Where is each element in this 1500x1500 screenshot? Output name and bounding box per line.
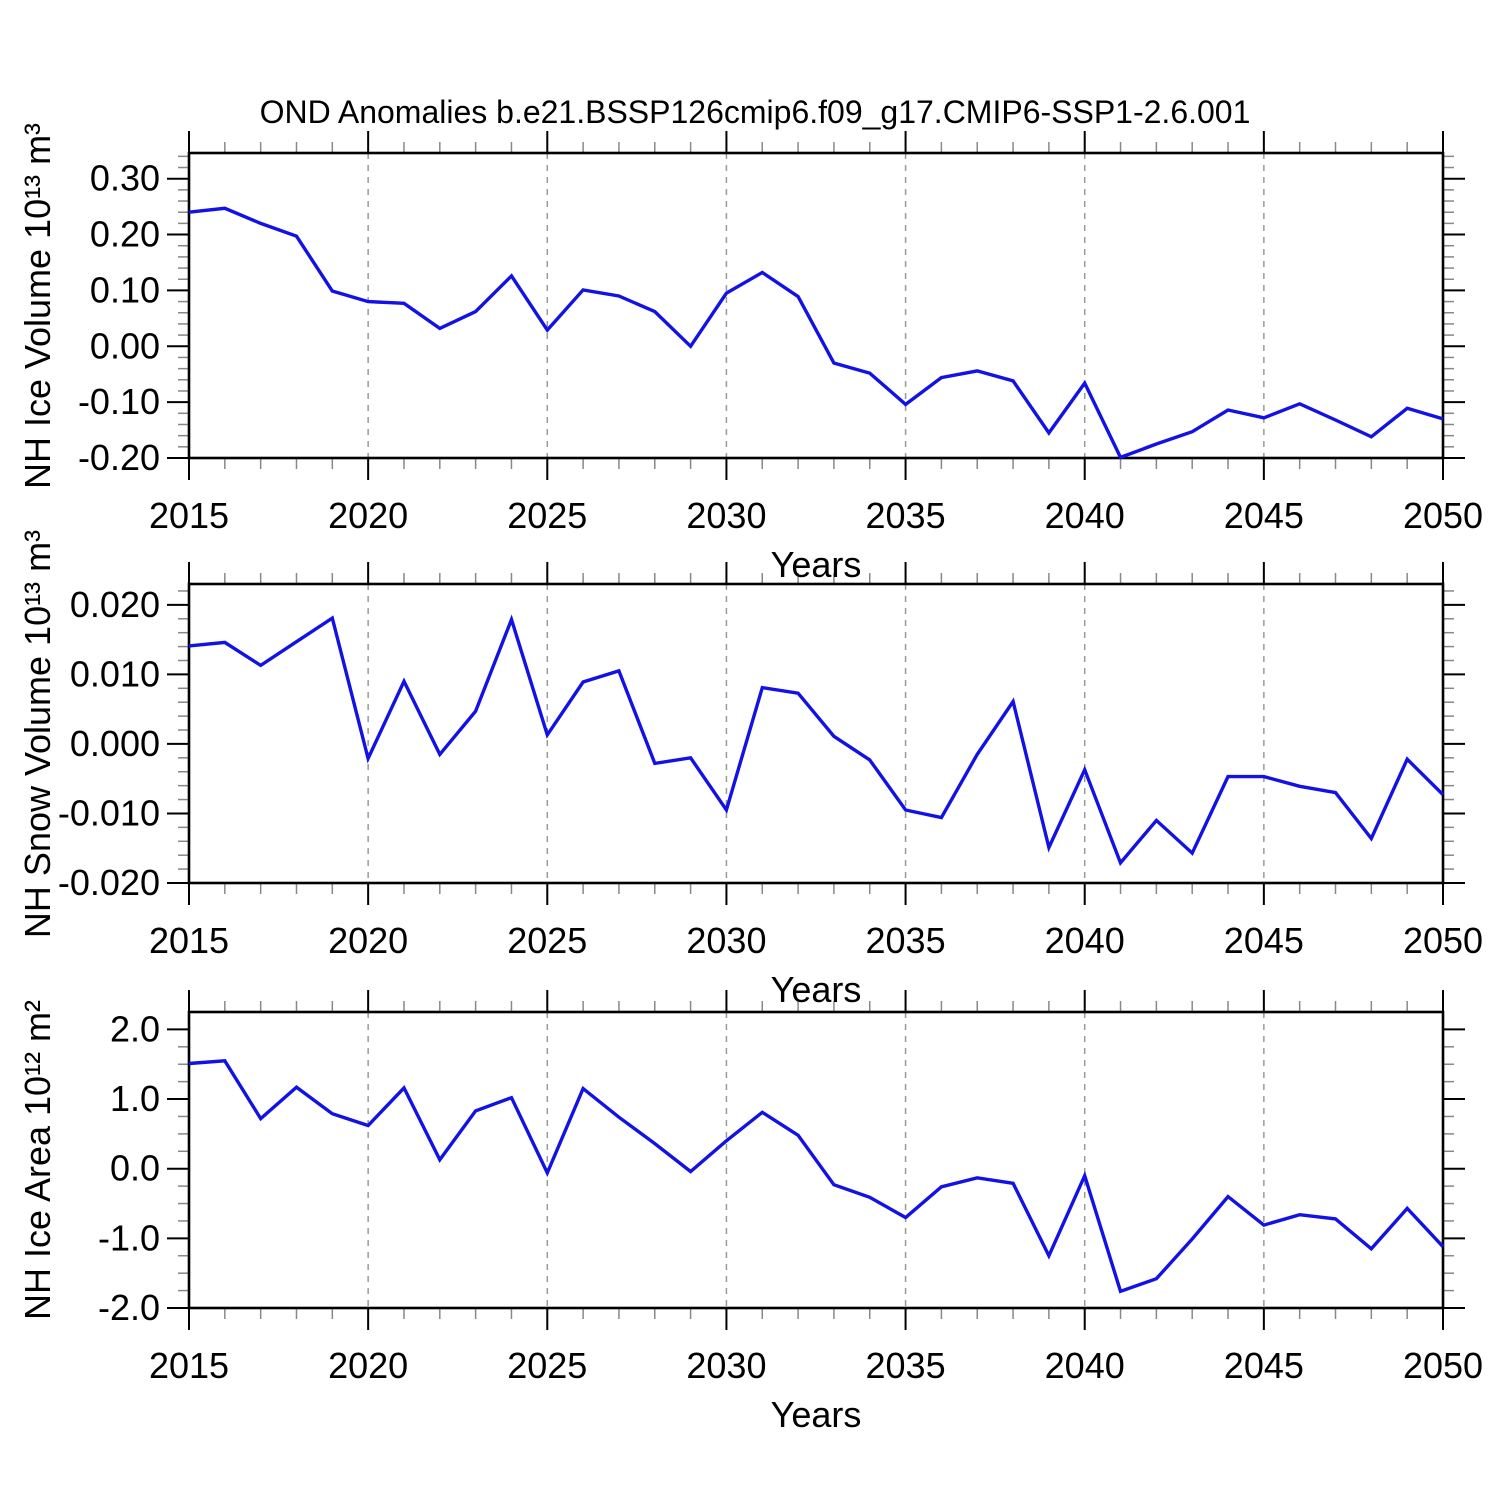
y-tick-label: 0.30 xyxy=(90,158,160,199)
panel-3-series-line xyxy=(188,1059,1445,1294)
x-tick-label: 2045 xyxy=(1224,495,1304,536)
y-tick-label: 0.020 xyxy=(70,584,160,625)
panel-frame xyxy=(187,1010,1445,1310)
x-tick-label: 2040 xyxy=(1045,920,1125,961)
panel-2: 0.020 0.010 0.000 -0.010 -0.020 2015 2020 2025 2… xyxy=(58,562,1483,961)
x-tick-label: 2020 xyxy=(328,495,408,536)
y-tick-label: 0.010 xyxy=(70,653,160,694)
x-tick-label: 2015 xyxy=(149,495,229,536)
x-tick-label: 2045 xyxy=(1224,920,1304,961)
x-tick-label: 2035 xyxy=(866,495,946,536)
x-tick-label: 2030 xyxy=(686,1345,766,1386)
y-tick-label: 0.0 xyxy=(110,1148,160,1189)
panel-1-y-axis-title: NH Ice Volume 10¹³ m³ xyxy=(17,122,58,490)
panel-2-series-line xyxy=(188,614,1445,867)
y-tick-label: -0.020 xyxy=(58,862,160,903)
y-tick-label: -0.010 xyxy=(58,792,160,833)
x-tick-label: 2050 xyxy=(1403,495,1483,536)
y-tick-label: 0.10 xyxy=(90,269,160,310)
x-tick-label: 2025 xyxy=(507,495,587,536)
x-tick-label: 2025 xyxy=(507,920,587,961)
x-tick-label: 2045 xyxy=(1224,1345,1304,1386)
panel-3-x-axis-title: Years xyxy=(770,1394,862,1435)
panel-3-y-axis-title: NH Ice Area 10¹² m² xyxy=(17,999,58,1321)
panel-2-x-axis-title: Years xyxy=(770,969,862,1010)
x-tick-label: 2040 xyxy=(1045,495,1125,536)
panel-frame xyxy=(187,151,1445,460)
x-tick-label: 2025 xyxy=(507,1345,587,1386)
y-tick-label: 1.0 xyxy=(110,1078,160,1119)
x-tick-label: 2035 xyxy=(866,1345,946,1386)
x-tick-label: 2035 xyxy=(866,920,946,961)
panel-1-x-axis-title: Years xyxy=(770,544,862,585)
y-tick-label: -0.20 xyxy=(78,437,160,478)
y-tick-label: -1.0 xyxy=(98,1217,160,1258)
x-tick-label: 2020 xyxy=(328,920,408,961)
x-tick-label: 2030 xyxy=(686,495,766,536)
y-tick-label: -2.0 xyxy=(98,1287,160,1328)
x-tick-label: 2015 xyxy=(149,1345,229,1386)
y-tick-label: 0.000 xyxy=(70,723,160,764)
y-tick-label: 0.20 xyxy=(90,214,160,255)
panel-frame xyxy=(187,582,1445,885)
panel-2-y-axis-title: NH Snow Volume 10¹³ m³ xyxy=(17,529,58,939)
x-tick-label: 2050 xyxy=(1403,1345,1483,1386)
y-tick-label: -0.10 xyxy=(78,381,160,422)
panel-1: 0.30 0.20 0.10 0.00 -0.10 -0.20 2015 2020 2025 20… xyxy=(78,131,1483,536)
x-tick-label: 2020 xyxy=(328,1345,408,1386)
x-tick-label: 2040 xyxy=(1045,1345,1125,1386)
figure-title: OND Anomalies b.e21.BSSP126cmip6.f09_g17… xyxy=(259,94,1251,130)
y-tick-label: 2.0 xyxy=(110,1008,160,1049)
x-tick-label: 2050 xyxy=(1403,920,1483,961)
y-tick-label: 0.00 xyxy=(90,325,160,366)
x-tick-label: 2030 xyxy=(686,920,766,961)
panel-1-series-line xyxy=(188,206,1444,460)
panel-3: 2.0 1.0 0.0 -1.0 -2.0 2015 2020 2025 2030 2035 204… xyxy=(98,990,1483,1386)
x-tick-label: 2015 xyxy=(149,920,229,961)
